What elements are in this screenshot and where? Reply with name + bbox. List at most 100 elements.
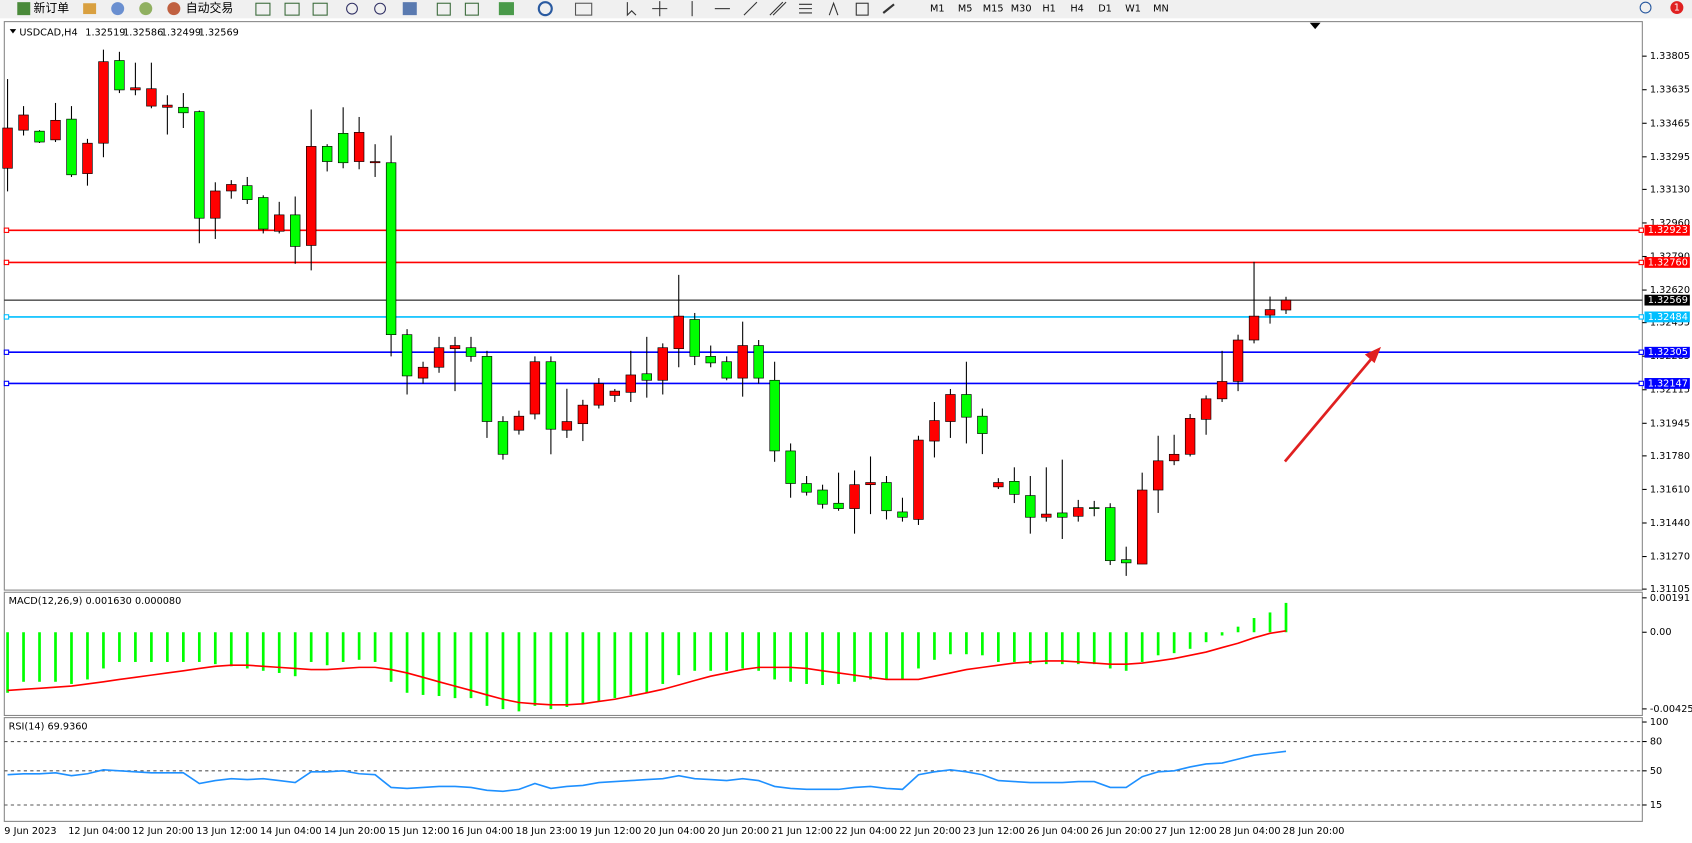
x-tick-label: 16 Jun 04:00 [452,826,514,837]
candle-body [1264,309,1276,316]
candle-body [881,482,892,512]
candle-body [657,347,668,381]
zoom-out[interactable] [374,2,387,15]
candle-body [114,60,125,91]
zoom-in[interactable] [346,2,358,15]
tile-windows[interactable] [402,2,417,16]
price-label-bg [1644,346,1690,358]
candle-body [194,111,205,219]
candle-body [577,404,589,425]
new-order-icon[interactable] [17,2,31,16]
toolbar-icon[interactable] [464,2,479,16]
y-tick-label: 1.31610 [1650,484,1690,495]
y-tick-label: 1.32115 [1650,385,1690,396]
new-order-button[interactable]: 新订单 [33,1,69,15]
y-tick-label: 1.33295 [1650,152,1690,163]
candle-body [1216,381,1228,400]
toolbar-icon[interactable] [284,2,300,16]
x-tick-label: 20 Jun 20:00 [707,826,769,837]
crosshair-tool[interactable] [652,1,668,17]
candle-body [66,118,77,176]
templates-icon[interactable] [574,2,593,16]
header-open: 1.32519 [85,27,125,38]
candle-body [1184,418,1196,455]
level-anchor [3,380,10,387]
indicators-icon[interactable] [498,2,514,16]
header-low: 1.32499 [161,27,201,38]
y-tick-label: 0.00 [1650,627,1672,638]
trendline-tool[interactable] [743,1,758,16]
candle-body [449,345,461,350]
level-anchor [1638,259,1644,266]
candle-body [1025,495,1036,518]
label-tool[interactable] [855,2,869,16]
macd-panel [3,591,1643,717]
timeframe-button[interactable]: M5 [958,4,973,15]
x-tick-label: 27 Jun 12:00 [1155,826,1217,837]
y-tick-label: 1.32960 [1650,218,1690,229]
y-tick-label: 1.32790 [1650,252,1690,263]
level-anchor [3,314,10,320]
x-tick-label: 14 Jun 20:00 [324,826,386,837]
periods-icon[interactable] [537,1,553,17]
candle-body [721,361,732,379]
price-label-bg [1644,378,1690,389]
timeframe-button[interactable]: M30 [1011,4,1032,15]
x-tick-label: 20 Jun 04:00 [644,826,706,837]
timeframe-button[interactable]: M15 [983,4,1004,15]
candle-body [321,146,333,162]
toolbar-icon[interactable] [111,2,125,16]
price-label-bg [1644,257,1690,268]
auto-trading-icon[interactable] [167,2,181,16]
price-label: 1.32484 [1648,312,1688,323]
candle-body [2,127,13,169]
candle-body [306,146,317,246]
candle-body [369,161,381,164]
level-anchor [1638,380,1644,387]
candle-body [801,483,812,493]
x-tick-label: 14 Jun 04:00 [260,826,322,837]
fibonacci-tool[interactable] [799,3,812,14]
toolbar-icon[interactable] [436,2,451,16]
candle-body [833,502,844,509]
candle-body [753,345,764,379]
price-label-bg [1644,311,1690,323]
candle-body [1089,507,1100,509]
candle-body [977,415,988,434]
toolbar-icon[interactable] [139,2,153,16]
candle-body [1105,507,1116,562]
plot-layer: 1.33805 1.33635 1.33465 1.33295 1.33130 1.329… [2,49,1692,837]
timeframe-button[interactable]: MN [1153,4,1169,15]
text-tool[interactable] [828,1,839,16]
arrows-tool[interactable] [882,3,895,14]
search-icon[interactable] [1639,1,1652,14]
toolbar-icon[interactable] [312,2,328,16]
candle-body [1057,512,1068,518]
timeframe-button[interactable]: H1 [1042,4,1055,15]
panel-menu-marker [9,29,17,34]
channel-tool[interactable] [769,1,787,16]
timeframe-button[interactable]: M1 [930,4,945,15]
y-tick-label: 1.31270 [1650,552,1690,563]
candle-body [545,361,557,430]
auto-trading-button[interactable]: 自动交易 [186,1,233,15]
candle-body [689,319,700,357]
header-close: 1.32569 [199,27,239,38]
candle-body [849,484,860,509]
candle-body [481,356,493,422]
x-tick-label: 26 Jun 04:00 [1027,826,1089,837]
candle-body [897,511,908,518]
timeframe-button[interactable]: W1 [1125,4,1141,15]
candle-body [609,390,621,396]
timeframe-button[interactable]: D1 [1098,4,1112,15]
toolbar-icon[interactable] [255,2,271,16]
notification-count: 1 [1674,3,1680,14]
candle-body [913,439,924,520]
notification-badge[interactable] [1670,1,1684,15]
price-label: 1.32147 [1648,378,1688,389]
timeframe-button[interactable]: H4 [1070,4,1083,15]
candle-body [242,185,253,200]
toolbar-icon[interactable] [83,3,97,15]
candle-body [274,214,285,232]
cursor-tool[interactable] [626,2,637,17]
